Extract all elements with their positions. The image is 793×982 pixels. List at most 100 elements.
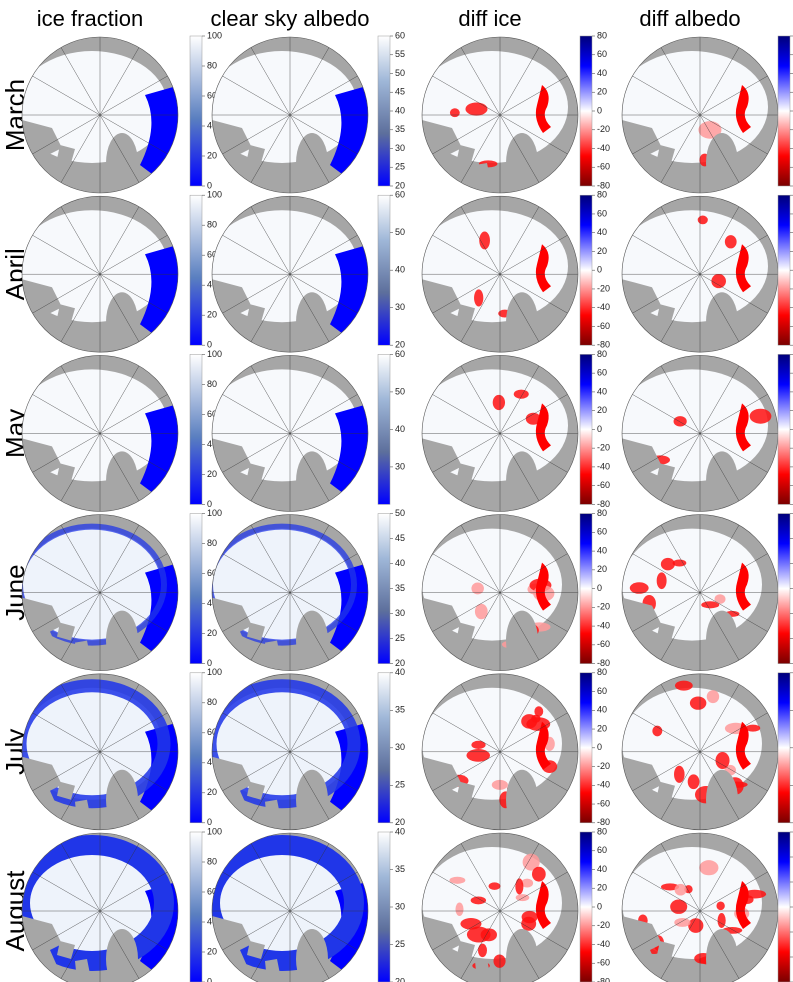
colorbar-tick-label: -40 bbox=[597, 461, 610, 471]
meridian bbox=[632, 871, 768, 951]
map-border bbox=[211, 36, 369, 194]
anomaly bbox=[706, 690, 720, 704]
anomaly bbox=[522, 853, 540, 871]
colorbar-tick-label: 80 bbox=[207, 697, 217, 707]
colorbar-tick-label: 80 bbox=[207, 60, 217, 70]
anomaly-main bbox=[535, 881, 551, 929]
colorbar-tick-label: 40 bbox=[597, 68, 607, 78]
meridian bbox=[632, 553, 768, 632]
meridian bbox=[32, 553, 168, 632]
map-panel bbox=[621, 355, 779, 512]
map bbox=[22, 514, 178, 671]
map-panel bbox=[621, 195, 779, 353]
map-panel bbox=[21, 832, 179, 982]
anomaly-main bbox=[735, 403, 751, 452]
colorbar bbox=[579, 194, 593, 346]
anomaly bbox=[480, 928, 497, 942]
colorbar-tick-label: -60 bbox=[597, 958, 610, 968]
map-border bbox=[211, 673, 369, 831]
colorbar-tick-label: 0 bbox=[597, 424, 602, 434]
map bbox=[212, 355, 368, 512]
anomaly-main bbox=[535, 721, 551, 770]
colorbar-tick-label: 40 bbox=[597, 386, 607, 396]
anomaly-main bbox=[535, 244, 551, 293]
greenland bbox=[706, 929, 738, 982]
colorbar-tick-label: 35 bbox=[395, 124, 405, 134]
colorbar bbox=[189, 831, 203, 982]
anomaly bbox=[465, 102, 488, 116]
colorbar-tick-label: 20 bbox=[597, 883, 607, 893]
greenland bbox=[706, 292, 738, 353]
melt-ring bbox=[212, 679, 361, 809]
map-border bbox=[421, 36, 579, 194]
colorbar-tick-label: 40 bbox=[207, 916, 217, 926]
meridian bbox=[432, 235, 568, 314]
anomaly bbox=[660, 883, 680, 891]
colorbar-tick-label: -20 bbox=[597, 443, 610, 453]
colorbar bbox=[579, 35, 593, 187]
map-border bbox=[21, 355, 179, 512]
meridian bbox=[432, 75, 568, 155]
anomaly bbox=[656, 572, 667, 590]
colorbar-tick-label: 80 bbox=[597, 190, 607, 200]
column-header: clear sky albedo bbox=[211, 6, 370, 31]
colorbar bbox=[189, 672, 203, 824]
anomaly bbox=[714, 594, 726, 604]
colorbar-tick-label: 60 bbox=[597, 845, 607, 855]
anomaly bbox=[698, 121, 722, 139]
colorbar-tick-label: 20 bbox=[597, 564, 607, 574]
map-panel bbox=[211, 514, 369, 671]
map-border bbox=[421, 832, 579, 982]
colorbar-tick-label: 60 bbox=[597, 527, 607, 537]
colorbar-tick-label: 60 bbox=[207, 568, 217, 578]
map-panel bbox=[211, 673, 369, 831]
colorbar-tick-label: 25 bbox=[395, 633, 405, 643]
map bbox=[622, 514, 778, 671]
colorbar bbox=[189, 194, 203, 346]
colorbar-tick-label: 40 bbox=[597, 705, 607, 715]
colorbar-tick-label: 40 bbox=[395, 667, 405, 677]
colorbar-tick-label: 20 bbox=[597, 246, 607, 256]
anomaly bbox=[470, 896, 487, 905]
anomaly bbox=[449, 108, 460, 118]
colorbar-tick-label: -80 bbox=[597, 180, 610, 190]
meridian bbox=[632, 712, 768, 791]
colorbar-tick-label: 25 bbox=[395, 939, 405, 949]
colorbar-tick-label: 35 bbox=[395, 583, 405, 593]
map-panel bbox=[621, 673, 779, 831]
colorbar bbox=[377, 513, 391, 664]
anomaly bbox=[474, 289, 484, 307]
colorbar bbox=[777, 831, 791, 982]
colorbar-tick-label: 55 bbox=[395, 49, 405, 59]
colorbar-tick-label: 20 bbox=[207, 469, 217, 479]
meridian bbox=[432, 871, 568, 951]
map-border bbox=[211, 355, 369, 512]
anomaly bbox=[449, 876, 466, 884]
colorbar-tick-label: 50 bbox=[395, 68, 405, 78]
map bbox=[622, 833, 778, 982]
colorbar-tick-label: 20 bbox=[207, 310, 217, 320]
greenland bbox=[706, 133, 738, 193]
anomaly bbox=[716, 901, 725, 911]
greenland bbox=[106, 769, 138, 830]
colorbar-tick-label: 100 bbox=[207, 30, 222, 40]
anomaly-main bbox=[735, 562, 751, 611]
colorbar-tick-label: -80 bbox=[597, 817, 610, 827]
colorbar-tick-label: 80 bbox=[597, 349, 607, 359]
meridian bbox=[222, 394, 358, 473]
anomaly-main bbox=[735, 721, 751, 770]
colorbar-tick-label: 30 bbox=[395, 143, 405, 153]
meridian bbox=[222, 712, 358, 791]
meridian bbox=[632, 75, 768, 155]
colorbar-tick-label: 45 bbox=[395, 87, 405, 97]
colorbar-tick-label: 45 bbox=[395, 533, 405, 543]
meridian bbox=[32, 75, 168, 155]
colorbar-tick-label: -20 bbox=[597, 124, 610, 134]
colorbar bbox=[377, 194, 391, 346]
colorbar bbox=[777, 513, 791, 664]
map-border bbox=[21, 514, 179, 671]
meridian bbox=[32, 871, 168, 951]
map bbox=[22, 196, 178, 353]
map-panel bbox=[211, 832, 369, 982]
